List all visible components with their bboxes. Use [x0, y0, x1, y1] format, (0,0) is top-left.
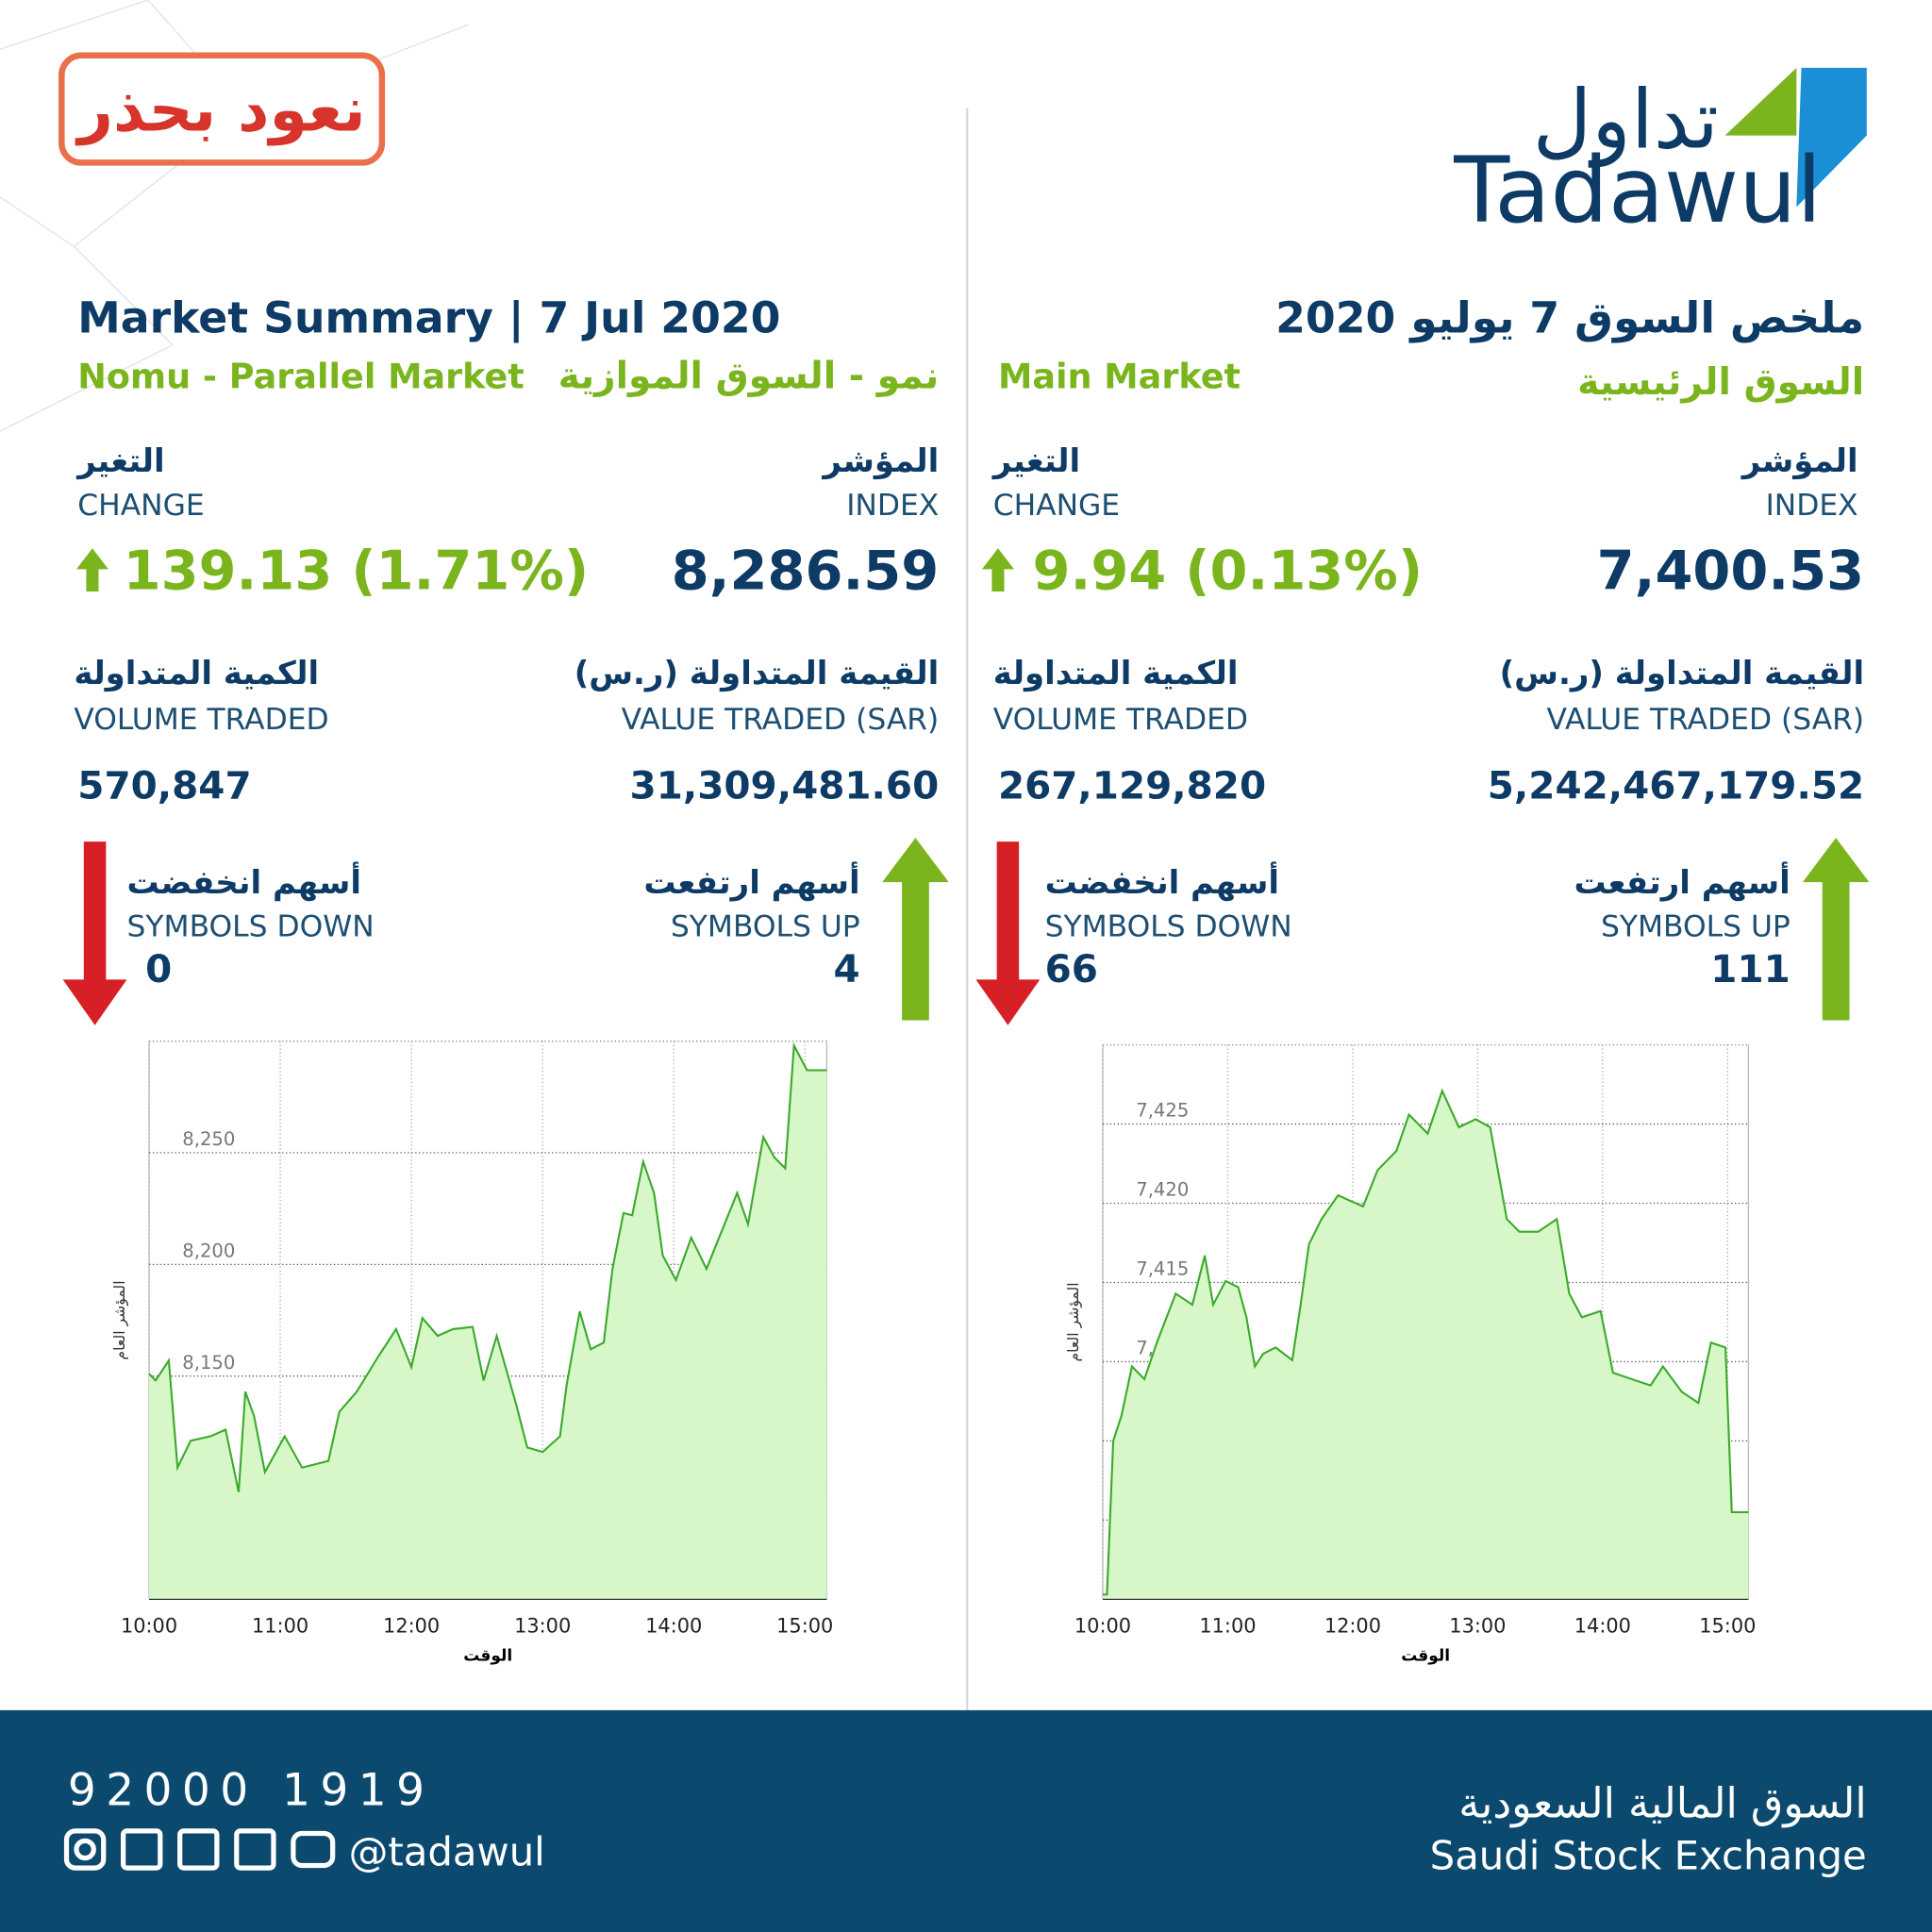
- y-axis-label: المؤشر العام: [1064, 1282, 1083, 1361]
- x-axis-label: الوقت: [463, 1647, 512, 1666]
- badge-text: نعود بحذر: [75, 74, 365, 145]
- handle: @tadawul: [349, 1828, 545, 1874]
- label-ar: التغير: [75, 442, 164, 480]
- y-tick-label: 8,150: [182, 1352, 235, 1374]
- social-icons: [63, 1828, 336, 1871]
- label-en: SYMBOLS DOWN: [127, 910, 375, 944]
- phone: 92000 1919: [68, 1764, 435, 1816]
- label-ar: أسهم ارتفعت: [1574, 861, 1790, 902]
- up-icon: [981, 548, 1014, 591]
- label-ar: القيمة المتداولة (ر.س): [575, 655, 940, 692]
- x-tick-label: 13:00: [514, 1615, 571, 1638]
- label-en: CHANGE: [993, 489, 1120, 523]
- symbols-up: 111: [1710, 946, 1790, 991]
- label-ar: الكمية المتداولة: [74, 655, 319, 692]
- down-arrow: [975, 841, 1041, 1025]
- y-tick-label: 7,420: [1136, 1179, 1189, 1201]
- area: [149, 1045, 827, 1600]
- symbols-down: 66: [1045, 946, 1098, 991]
- value: 31,309,481.60: [630, 762, 940, 808]
- label-en: INDEX: [846, 489, 939, 523]
- up-arrow: [882, 838, 949, 1021]
- value: 5,242,467,179.52: [1488, 762, 1864, 808]
- label-en: VOLUME TRADED: [993, 703, 1248, 737]
- logo-mark: [1796, 67, 1867, 208]
- market-ar: نمو - السوق الموازية: [558, 355, 940, 397]
- x-axis-label: الوقت: [1401, 1647, 1450, 1666]
- up-icon: [75, 548, 108, 591]
- badge-frame: [58, 52, 386, 166]
- name-ar: السوق المالية السعودية: [1458, 1780, 1867, 1828]
- label-en: INDEX: [1766, 489, 1858, 523]
- up-arrow: [1802, 838, 1870, 1021]
- x-tick-label: 11:00: [1199, 1615, 1256, 1638]
- x-tick-label: 15:00: [776, 1615, 833, 1638]
- change: 9.94 (0.13%): [1033, 539, 1424, 602]
- x-tick-label: 13:00: [1449, 1615, 1506, 1638]
- label-ar: المؤشر: [1740, 442, 1858, 480]
- y-tick-label: 7,425: [1136, 1100, 1189, 1122]
- x-tick-label: 14:00: [1574, 1615, 1631, 1638]
- index: 8,286.59: [672, 539, 940, 602]
- footer: [0, 1709, 1932, 1932]
- logo-en: Tadawul: [1453, 137, 1822, 243]
- y-tick-label: 8,200: [182, 1241, 235, 1262]
- x-tick-label: 10:00: [121, 1615, 177, 1638]
- label-ar: الكمية المتداولة: [993, 655, 1239, 692]
- market-en: Main Market: [998, 356, 1241, 396]
- label-en: VALUE TRADED (SAR): [622, 703, 940, 737]
- label-ar: القيمة المتداولة (ر.س): [1500, 655, 1865, 692]
- symbols-down: 0: [145, 946, 172, 991]
- line: [1102, 1088, 1749, 1596]
- title: ملخص السوق 7 يوليو 2020: [1275, 293, 1864, 343]
- down-arrow: [62, 841, 127, 1025]
- volume: 570,847: [77, 762, 251, 808]
- label-ar: التغير: [991, 442, 1080, 480]
- line: [148, 1041, 827, 1492]
- x-tick-label: 11:00: [252, 1615, 308, 1638]
- index: 7,400.53: [1597, 539, 1865, 602]
- label-en: SYMBOLS DOWN: [1045, 910, 1292, 944]
- logo-mark: [1724, 67, 1797, 136]
- logo-ar: تداول: [1533, 74, 1719, 168]
- label-en: SYMBOLS UP: [671, 910, 860, 944]
- volume: 267,129,820: [998, 762, 1266, 808]
- label-en: SYMBOLS UP: [1601, 910, 1790, 944]
- name-en: Saudi Stock Exchange: [1430, 1832, 1867, 1878]
- y-tick-label: 8,250: [182, 1128, 235, 1150]
- label-ar: أسهم ارتفعت: [643, 861, 859, 902]
- label-en: VOLUME TRADED: [74, 703, 328, 737]
- area: [1102, 1091, 1749, 1600]
- x-tick-label: 12:00: [1324, 1615, 1381, 1638]
- label-en: CHANGE: [77, 489, 204, 523]
- symbols-up: 4: [834, 946, 860, 991]
- market-ar: السوق الرئيسية: [1577, 361, 1864, 404]
- market-en: Nomu - Parallel Market: [77, 356, 525, 396]
- x-tick-label: 10:00: [1074, 1615, 1131, 1638]
- title: Market Summary | 7 Jul 2020: [77, 293, 780, 344]
- label-en: VALUE TRADED (SAR): [1547, 703, 1865, 737]
- y-axis-label: المؤشر العام: [110, 1280, 129, 1359]
- label-ar: أسهم انخفضت: [127, 861, 361, 902]
- label-ar: أسهم انخفضت: [1045, 861, 1279, 902]
- x-tick-label: 12:00: [383, 1615, 440, 1638]
- label-ar: المؤشر: [821, 442, 939, 480]
- change: 139.13 (1.71%): [124, 539, 590, 602]
- y-tick-label: 7,415: [1136, 1258, 1189, 1280]
- x-tick-label: 14:00: [645, 1615, 702, 1638]
- x-tick-label: 15:00: [1699, 1615, 1756, 1638]
